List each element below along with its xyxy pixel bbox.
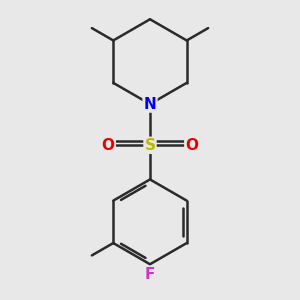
Text: O: O (185, 138, 198, 153)
Text: S: S (145, 138, 155, 153)
Text: O: O (102, 138, 115, 153)
Text: F: F (145, 267, 155, 282)
Text: N: N (144, 97, 156, 112)
